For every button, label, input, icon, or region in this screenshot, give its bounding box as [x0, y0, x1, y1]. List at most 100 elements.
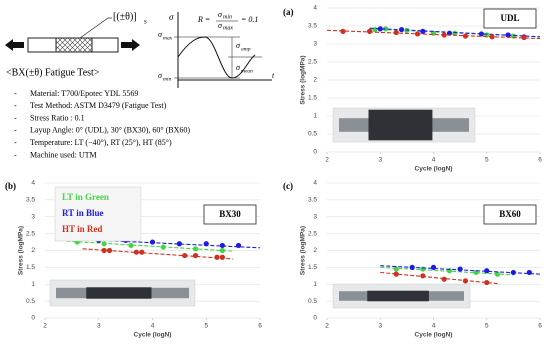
y-tick-label: 1.5 [308, 264, 317, 271]
data-point [510, 269, 516, 276]
specimen-gauge [368, 109, 433, 141]
y-tick-label: 2.5 [308, 230, 317, 237]
trend-line [326, 29, 541, 40]
level-sub: amp [241, 46, 251, 52]
trend-line [380, 266, 514, 276]
level-sub: max [163, 35, 173, 41]
layup-sub: s [144, 18, 147, 26]
specimen-gauge [367, 290, 429, 302]
data-point [414, 31, 421, 37]
y-tick-label: 1.5 [26, 264, 35, 271]
x-tick-label: 4 [432, 157, 436, 164]
data-point [139, 249, 145, 255]
y-tick-label: 3.5 [308, 197, 317, 204]
x-tick-label: 5 [485, 157, 489, 164]
data-point [192, 246, 199, 252]
data-point [176, 241, 182, 247]
y-tick-label: 2.5 [26, 230, 35, 237]
y-tick-label: 3 [31, 213, 35, 220]
spec-item: Material: T700/Epotec YDL 5569 [30, 89, 138, 98]
formula-rhs: = 0.1 [241, 15, 258, 24]
data-point [393, 29, 399, 36]
x-tick-label: 5 [204, 323, 208, 330]
data-point [409, 264, 415, 270]
chart-title: UDL [500, 13, 519, 23]
level-sub: min [163, 76, 172, 82]
data-point [219, 254, 225, 260]
data-point [393, 271, 399, 277]
data-point [484, 268, 490, 274]
x-tick-label: 2 [325, 323, 329, 330]
panel-label: (c) [283, 181, 293, 191]
y-tick-label: 0 [313, 315, 317, 322]
formula-den: σ [218, 21, 223, 30]
trend-line [380, 271, 498, 285]
legend-entry: HT in Red [62, 224, 102, 234]
y-axis-label: Stress (logMPa) [300, 226, 307, 275]
level-symbol: σ [158, 30, 163, 39]
data-point [192, 252, 199, 259]
charts: (a) 0 0.5 1 1.5 2 2.5 3 3.5 4 2 3 4 5 6 Cycle (logN) Str… [5, 5, 542, 339]
x-axis-label: Cycle (logN) [134, 332, 172, 339]
bullet: - [14, 89, 17, 98]
data-point [182, 252, 188, 259]
spec-list: - Material: T700/Epotec YDL 5569 - Test Met… [14, 89, 190, 160]
data-point [441, 276, 447, 282]
legend-box [54, 186, 142, 242]
spec-item: Stress Ratio : 0.1 [30, 113, 85, 122]
chart: (c) 0 0.5 1 1.5 2 2.5 3 3.5 4 2 3 4 5 6 Cycle (logN) Str… [283, 180, 542, 339]
data-point [398, 27, 405, 33]
formula-lhs: R = [197, 15, 210, 24]
data-point [526, 269, 532, 276]
formula-num: σ [218, 10, 223, 19]
data-point [101, 247, 107, 254]
x-tick-label: 2 [325, 157, 329, 164]
legend-entry: RT in Blue [62, 208, 104, 218]
spec-item: Layup Angle: 0° (UDL), 30° (BX30), 60° (… [30, 126, 190, 135]
data-point [430, 264, 437, 270]
x-tick-label: 4 [151, 323, 155, 330]
x-axis-label: Cycle (logN) [415, 332, 453, 339]
diagram-title: <BX(±θ) Fatigue Test> [6, 67, 100, 78]
data-point [219, 242, 225, 249]
data-point [521, 34, 527, 41]
title-box [483, 8, 537, 29]
y-tick-label: 0.5 [26, 298, 35, 305]
y-tick-label: 4 [313, 180, 317, 187]
y-tick-label: 3 [313, 213, 317, 220]
data-point [462, 278, 469, 284]
x-axis-label: Cycle (logN) [415, 166, 453, 173]
y-tick-label: 3 [313, 41, 317, 48]
load-wave [174, 12, 272, 88]
data-point [420, 273, 426, 279]
specimen-gauge [86, 287, 152, 299]
x-tick-label: 5 [485, 323, 489, 330]
data-point [128, 242, 134, 249]
specimen [5, 17, 140, 53]
bullet: - [14, 138, 17, 147]
data-point [484, 279, 490, 286]
data-point [505, 32, 511, 38]
layup-label: [(±θ)] [113, 11, 137, 22]
y-tick-label: 2 [313, 77, 317, 84]
data-point [377, 26, 383, 32]
y-tick-label: 4 [313, 5, 317, 12]
x-tick-label: 6 [538, 323, 542, 330]
title-box [483, 204, 537, 225]
bullet: - [14, 113, 17, 122]
level-symbol: σ [236, 63, 241, 72]
y-tick-label: 2.5 [308, 59, 317, 66]
y-tick-label: 2 [31, 247, 35, 254]
y-tick-label: 0 [31, 315, 35, 322]
spec-item: Machine used: UTM [30, 150, 97, 159]
trend-line [369, 27, 541, 38]
x-tick-label: 3 [378, 157, 382, 164]
x-tick-label: 3 [378, 323, 382, 330]
data-point [235, 242, 242, 249]
spec-item: Test Method: ASTM D3479 (Fatigue Test) [30, 101, 167, 110]
data-point [441, 32, 447, 38]
y-tick-label: 0.5 [308, 131, 317, 138]
data-point [420, 28, 426, 34]
data-point [219, 247, 225, 254]
